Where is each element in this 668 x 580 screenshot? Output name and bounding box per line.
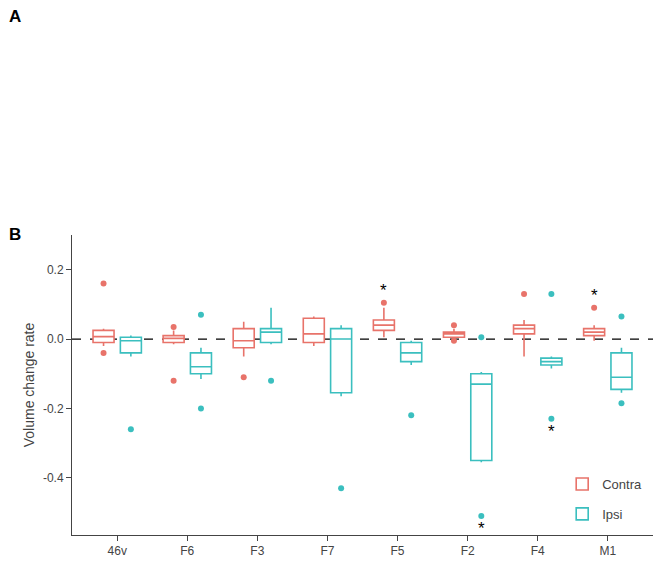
svg-text:0.2: 0.2 (47, 263, 64, 277)
svg-text:*: * (478, 519, 485, 538)
svg-text:*: * (591, 286, 598, 305)
svg-text:46v: 46v (108, 544, 127, 558)
svg-text:B: B (9, 225, 21, 244)
svg-text:A: A (9, 7, 21, 26)
svg-text:Ipsi: Ipsi (602, 507, 622, 522)
svg-text:*: * (548, 422, 555, 441)
svg-text:F5: F5 (391, 544, 405, 558)
svg-text:Contra: Contra (602, 477, 642, 492)
svg-text:*: * (380, 281, 387, 300)
svg-text:0.0: 0.0 (47, 332, 64, 346)
svg-text:M1: M1 (599, 544, 616, 558)
svg-text:-0.4: -0.4 (43, 471, 64, 485)
svg-text:F3: F3 (250, 544, 264, 558)
svg-text:F2: F2 (461, 544, 475, 558)
svg-text:Volume change rate: Volume change rate (21, 323, 37, 448)
svg-text:F4: F4 (531, 544, 545, 558)
svg-text:F6: F6 (180, 544, 194, 558)
svg-text:-0.2: -0.2 (43, 402, 64, 416)
svg-text:F7: F7 (320, 544, 334, 558)
